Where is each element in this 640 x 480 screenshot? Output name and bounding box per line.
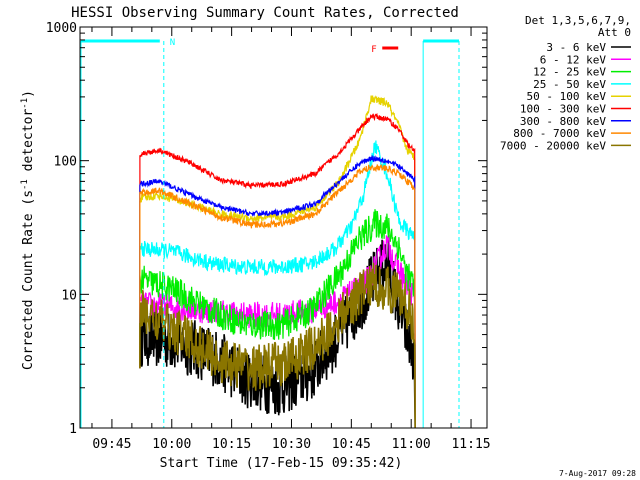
x-tick-label-6: 11:15 <box>451 437 490 452</box>
legend-label-2: 12 - 25 keV <box>533 66 606 79</box>
plot-area <box>139 95 416 429</box>
series-line-3 <box>139 140 416 429</box>
x-tick-label-2: 10:15 <box>212 437 251 452</box>
y-axis-label-end: ) <box>21 90 36 98</box>
legend-label-1: 6 - 12 keV <box>540 53 607 66</box>
legend-label-4: 50 - 100 keV <box>527 90 607 103</box>
x-tick-label-4: 10:45 <box>332 437 371 452</box>
x-tick-label-3: 10:30 <box>272 437 311 452</box>
y-tick-label-2: 100 <box>54 155 77 170</box>
x-tick-label-1: 10:00 <box>152 437 191 452</box>
legend-label-5: 100 - 300 keV <box>520 103 606 116</box>
x-axis-label: Start Time (17-Feb-15 09:35:42) <box>160 456 403 471</box>
series-line-2 <box>139 209 416 429</box>
flare-label: F <box>371 45 376 55</box>
y-tick-label-1: 10 <box>61 288 77 303</box>
series-line-5 <box>139 112 416 429</box>
chart-title: HESSI Observing Summary Count Rates, Cor… <box>71 5 459 21</box>
y-axis-label-sup2: -1 <box>20 98 30 109</box>
axes: 1 10 100 1000 09:45 10:00 10:15 10:30 10:45 11:00… <box>46 21 491 452</box>
legend-label-0: 3 - 6 keV <box>546 41 606 54</box>
legend-label-8: 7000 - 20000 keV <box>500 139 606 152</box>
x-tick-label-5: 11:00 <box>392 437 431 452</box>
y-axis-label-sup1: -1 <box>20 179 30 190</box>
legend-label-6: 300 - 800 keV <box>520 115 606 128</box>
legend-label-7: 800 - 7000 keV <box>513 127 606 140</box>
series-line-8 <box>139 262 416 429</box>
series-line-7 <box>139 163 416 429</box>
y-axis-label-mid: detector <box>21 109 36 180</box>
legend-header-line-1: Det 1,3,5,6,7,9, <box>525 14 631 27</box>
y-tick-label-3: 1000 <box>46 21 77 36</box>
y-axis-label: Corrected Count Rate (s-1 detector-1) <box>20 90 36 370</box>
x-tick-label-0: 09:45 <box>92 437 131 452</box>
series-line-6 <box>139 155 416 429</box>
legend-label-3: 25 - 50 keV <box>533 78 606 91</box>
plot-frame <box>79 26 488 429</box>
generated-date: 7-Aug-2017 09:28 <box>559 469 636 478</box>
marker-layer: NF <box>80 38 460 428</box>
y-axis-label-main: Corrected Count Rate (s <box>21 190 36 370</box>
legend-header-line-2: Att 0 <box>598 26 631 39</box>
y-tick-label-0: 1 <box>69 422 77 437</box>
night-label: N <box>170 38 175 48</box>
